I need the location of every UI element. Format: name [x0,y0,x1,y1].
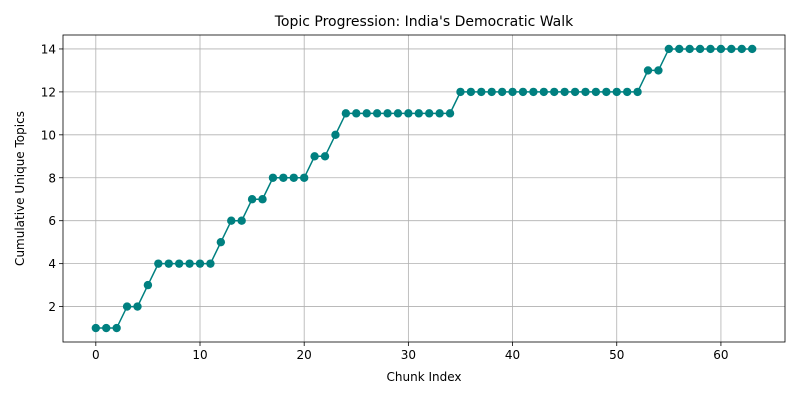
data-point [727,44,736,54]
data-point [299,173,309,182]
y-tick-label: 4 [48,257,56,271]
data-point [664,44,674,54]
data-point [487,87,496,97]
data-point [362,109,371,118]
data-point [518,87,528,97]
data-point [675,44,684,54]
data-point [195,259,205,268]
data-point [425,109,434,118]
data-point [560,87,569,97]
data-point [570,87,580,97]
y-tick-label: 6 [48,214,56,228]
series-topic-progression [91,44,757,333]
axis-ticks: 0 10 20 30 40 50 60 2 4 6 8 10 12 14 [41,42,729,362]
data-point [737,44,746,54]
y-tick-label: 8 [48,171,56,185]
data-point [279,173,288,182]
x-axis-label: Chunk Index [387,370,462,384]
data-point [643,66,653,75]
data-point [174,259,184,268]
series-line [95,48,753,329]
data-point [612,87,621,97]
data-point [91,323,101,333]
data-point [122,302,132,311]
data-point [747,44,757,54]
x-tick-label: 50 [609,348,624,362]
grid-lines [63,35,785,342]
data-point [414,109,423,118]
data-point [258,195,267,204]
x-tick-label: 30 [401,348,416,362]
data-point [435,109,444,118]
data-point [185,259,194,268]
data-point [102,323,111,333]
x-tick-label: 10 [192,348,207,362]
data-point [289,173,298,182]
data-point [404,109,413,118]
data-point [550,87,559,97]
data-point [508,87,517,97]
y-tick-label: 10 [41,128,56,142]
chart-title: Topic Progression: India's Democratic Wa… [274,14,574,30]
y-tick-label: 2 [48,300,56,314]
data-point [497,87,507,97]
data-point [654,66,663,75]
data-point [206,259,215,268]
y-tick-label: 12 [41,85,56,99]
data-point [164,259,173,268]
data-point [112,323,121,333]
data-point [695,44,705,54]
data-point [581,87,590,97]
data-point [622,87,632,97]
plot-frame [62,34,786,343]
data-point [247,195,257,204]
data-point [706,44,715,54]
data-point [456,87,465,97]
data-point [143,280,153,290]
y-tick-label: 14 [41,42,56,56]
x-tick-label: 20 [297,348,312,362]
data-point [602,87,611,97]
data-point [216,237,226,247]
data-point [320,152,330,161]
data-point [466,87,476,97]
data-point [133,302,142,311]
data-point [685,44,694,54]
data-point [331,130,340,140]
data-point [383,109,392,118]
data-point [539,87,549,97]
data-point [477,87,486,97]
data-point [352,109,361,118]
data-point [154,259,163,268]
data-point [341,109,351,118]
x-tick-label: 0 [92,348,100,362]
data-point [310,152,319,161]
data-point [393,109,403,118]
data-point [268,173,278,182]
x-tick-label: 40 [505,348,520,362]
data-point [633,87,642,97]
y-axis-label: Cumulative Unique Topics [13,111,27,266]
data-point [237,216,246,225]
data-point [445,109,455,118]
data-point [591,87,601,97]
data-point [372,109,382,118]
data-point [529,87,538,97]
data-point [716,44,726,54]
x-tick-label: 60 [713,348,728,362]
data-point [227,216,236,225]
